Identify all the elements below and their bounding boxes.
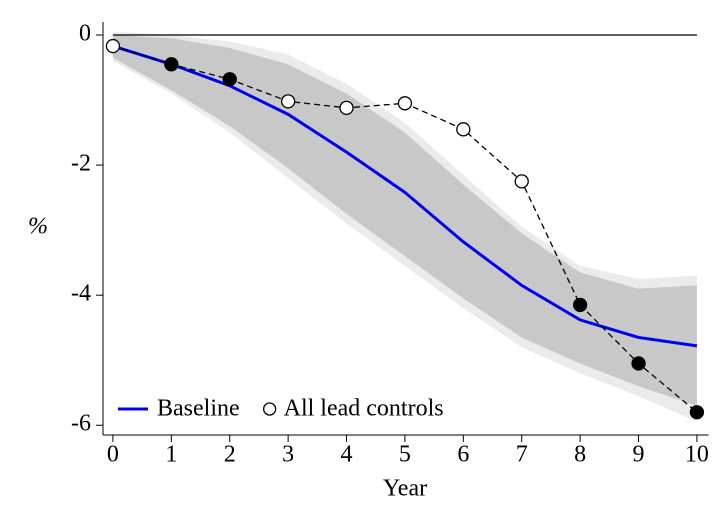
x-tick-label: 1 [165,442,177,468]
data-point [514,174,529,189]
x-tick-label: 5 [399,442,411,468]
x-tick-label: 4 [341,442,353,468]
legend-label: All lead controls [284,396,444,422]
x-axis-label: Year [383,476,427,502]
legend-label: Baseline [157,396,240,422]
data-point [631,356,646,371]
data-point [164,57,179,72]
x-tick-label: 8 [574,442,586,468]
x-tick-label: 7 [516,442,528,468]
x-tick-label: 2 [224,442,236,468]
data-point [689,405,705,420]
data-point [572,297,588,313]
data-point [105,38,121,54]
data-point [339,100,354,116]
y-tick-label: 0 [79,21,91,47]
series-line [112,44,698,348]
data-point [280,94,296,109]
x-tick-label: 9 [633,442,645,468]
y-tick-label: -4 [71,281,91,307]
x-tick-label: 3 [282,442,294,468]
x-tick-label: 0 [107,442,119,468]
data-point [397,96,413,111]
legend-marker [262,402,277,416]
y-axis-label: % [28,214,48,240]
data-point [456,122,471,137]
data-point [222,72,237,87]
x-tick-label: 6 [457,442,469,468]
y-tick-label: -6 [71,411,91,437]
y-tick-label: -2 [71,151,91,177]
x-tick-label: 10 [685,442,709,468]
confidence-band [112,35,697,406]
